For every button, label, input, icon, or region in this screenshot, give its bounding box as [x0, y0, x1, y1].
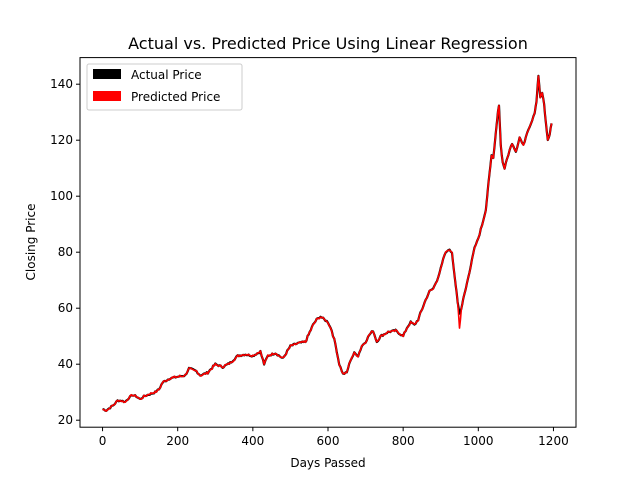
series-layer: [102, 74, 553, 412]
y-tick-label: 60: [58, 301, 73, 315]
x-tick-label: 800: [392, 434, 415, 448]
legend-swatch-actual: [93, 69, 121, 79]
plot-area: [79, 57, 577, 428]
x-tick-label: 400: [241, 434, 264, 448]
x-axis: 0 200 400 600 800 1000 1200: [99, 427, 569, 448]
legend-swatch-predicted: [93, 91, 121, 101]
x-tick-label: 1200: [538, 434, 569, 448]
y-tick-label: 80: [58, 245, 73, 259]
y-axis-label: Closing Price: [24, 204, 38, 281]
y-tick-label: 140: [50, 77, 73, 91]
y-tick-label: 100: [50, 189, 73, 203]
y-tick-label: 40: [58, 357, 73, 371]
x-axis-label: Days Passed: [290, 456, 365, 470]
y-axis: 20 40 60 80 100 120 140: [50, 77, 80, 427]
series-line-actual: [102, 74, 553, 412]
legend: Actual Price Predicted Price: [86, 63, 243, 111]
y-tick-label: 20: [58, 413, 73, 427]
x-tick-label: 200: [166, 434, 189, 448]
x-tick-label: 600: [317, 434, 340, 448]
chart-title: Actual vs. Predicted Price Using Linear …: [128, 34, 528, 53]
y-tick-label: 120: [50, 133, 73, 147]
plot-frame: [79, 57, 577, 428]
legend-label-actual: Actual Price: [131, 68, 202, 82]
legend-box: [86, 63, 243, 111]
legend-label-predicted: Predicted Price: [131, 90, 220, 104]
x-tick-label: 1000: [463, 434, 494, 448]
series-line-predicted: [102, 75, 553, 412]
x-tick-label: 0: [99, 434, 107, 448]
